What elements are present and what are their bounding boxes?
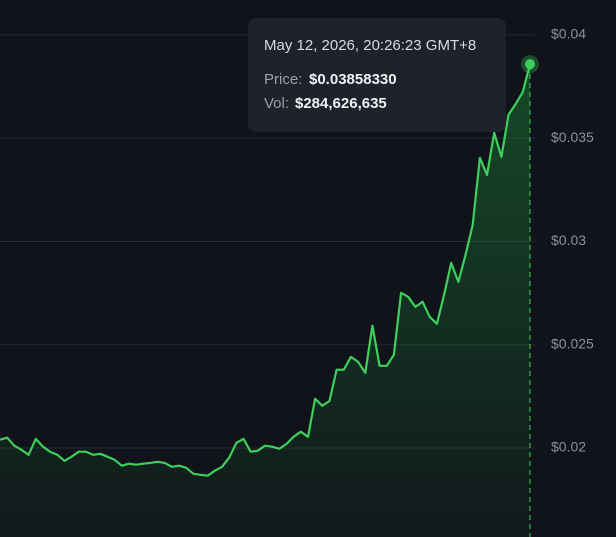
- tooltip-price: $0.03858330: [309, 71, 397, 88]
- y-tick-label: $0.025: [551, 335, 594, 351]
- tooltip: May 12, 2026, 20:26:23 GMT+8 Price: $0.0…: [248, 18, 506, 132]
- tooltip-box: [248, 18, 506, 132]
- price-line: [0, 63, 532, 477]
- y-tick-label: $0.02: [551, 439, 586, 455]
- area: [0, 64, 530, 537]
- y-tick-label: $0.04: [551, 26, 586, 42]
- tooltip-date: May 12, 2026, 20:26:23 GMT+8: [264, 37, 476, 54]
- tooltip-vol-label: Vol:: [264, 95, 289, 112]
- y-tick-label: $0.035: [551, 129, 594, 145]
- y-tick-label: $0.03: [551, 232, 586, 248]
- tooltip-vol: $284,626,635: [295, 95, 387, 112]
- hover-point: [525, 59, 535, 70]
- tooltip-price-label: Price:: [264, 71, 302, 88]
